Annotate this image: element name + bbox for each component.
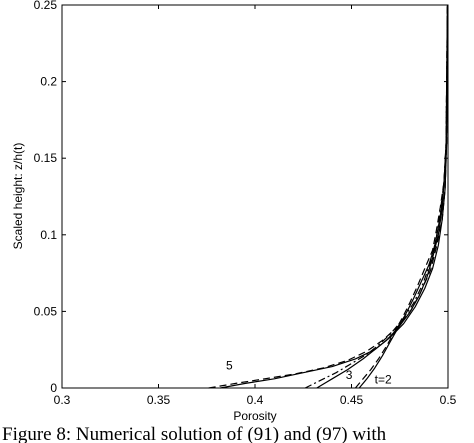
x-tick-label: 0.3 (54, 393, 71, 407)
y-tick-label: 0.25 (34, 0, 58, 12)
curve-label: 3 (346, 368, 353, 382)
series-line-5-dashed (208, 4, 449, 389)
series-line-t-2-dashed (354, 4, 448, 389)
y-tick-label: 0.05 (34, 304, 58, 318)
x-tick-label: 0.5 (440, 393, 457, 407)
x-tick-label: 0.4 (247, 393, 264, 407)
series-line-3-dashdot (304, 4, 448, 389)
series-line-3-solid (316, 4, 448, 389)
curve-labels: t=2 3 5 (226, 359, 392, 387)
plot-area (61, 4, 449, 389)
y-axis-ticks: 0 0.05 0.1 0.15 0.2 0.25 (34, 0, 448, 395)
x-tick-label: 0.35 (147, 393, 171, 407)
y-tick-label: 0.1 (40, 228, 57, 242)
y-tick-label: 0.15 (34, 151, 58, 165)
curve-label: 5 (226, 359, 233, 373)
y-tick-label: 0.2 (40, 75, 57, 89)
y-axis-label: Scaled height: z/h(t) (11, 143, 25, 250)
series-group (208, 4, 449, 389)
x-tick-label: 0.45 (340, 393, 364, 407)
x-axis-ticks: 0.3 0.35 0.4 0.45 0.5 (54, 5, 457, 407)
figure-caption: Figure 8: Numerical solution of (91) and… (2, 424, 387, 443)
y-tick-label: 0 (50, 381, 57, 395)
curve-label: t=2 (375, 372, 392, 386)
x-axis-label: Porosity (233, 409, 276, 423)
